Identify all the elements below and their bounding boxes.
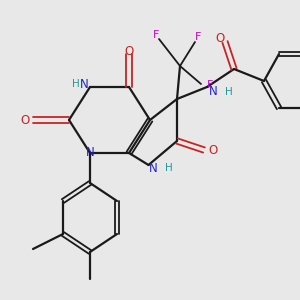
Text: N: N [208,85,217,98]
Text: N: N [85,146,94,160]
Text: N: N [80,77,88,91]
Text: F: F [195,32,201,43]
Text: H: H [72,79,80,89]
Text: H: H [165,163,173,173]
Text: O: O [124,44,134,58]
Text: F: F [207,80,213,91]
Text: N: N [148,161,157,175]
Text: O: O [216,32,225,46]
Text: O: O [21,113,30,127]
Text: F: F [153,29,159,40]
Text: H: H [225,86,233,97]
Text: O: O [208,143,218,157]
